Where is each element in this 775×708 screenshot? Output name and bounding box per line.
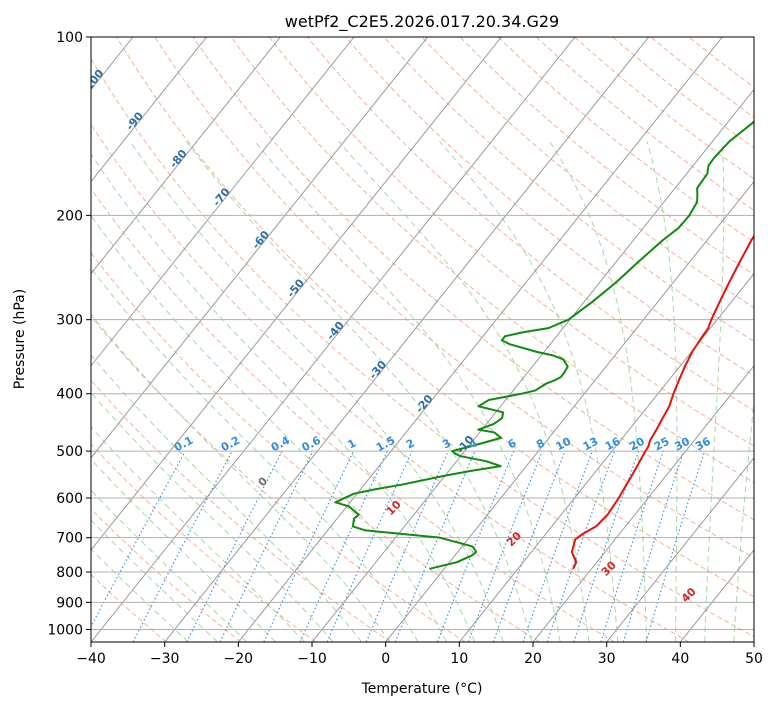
skewed-isotherms	[91, 37, 754, 642]
dry-adiabat-line	[116, 37, 754, 598]
temperature-profile-line	[570, 234, 754, 570]
dry-adiabat-line	[154, 37, 754, 559]
dry-adiabats	[91, 37, 754, 642]
y-tick-label: 500	[56, 444, 83, 460]
x-tick-label: 10	[450, 651, 468, 667]
isotherm-line	[311, 88, 754, 642]
mixing-ratio-line	[467, 450, 543, 642]
x-tick-label: −30	[150, 651, 180, 667]
mixing-ratio-line	[546, 450, 615, 642]
y-tick-label: 300	[56, 313, 83, 329]
y-tick-label: 200	[56, 208, 83, 224]
x-axis: −40 −30 −20 −10 0 10 20 30 40 50	[76, 642, 763, 667]
mixing-ratio-label: 30	[672, 435, 692, 454]
y-tick-label: 1000	[47, 622, 83, 638]
y-tick-label: 100	[56, 30, 83, 46]
mixing-ratio-label: 36	[693, 435, 713, 454]
mixing-ratio-line	[365, 450, 449, 642]
mixing-ratio-label: 20	[627, 435, 647, 454]
isotherm-line	[91, 37, 502, 551]
y-tick-label: 400	[56, 387, 83, 403]
dry-adiabat-line	[91, 123, 690, 642]
dry-adiabat-line	[91, 443, 316, 642]
x-tick-label: −10	[297, 651, 327, 667]
chart-title: wetPf2_C2E5.2026.017.20.34.G29	[285, 12, 559, 32]
y-axis: 100 200 300 400 500 600 700 800 900 1000	[47, 30, 91, 638]
isotherm-line	[164, 37, 650, 642]
x-tick-label: 30	[598, 651, 616, 667]
mixing-ratio-line	[326, 450, 413, 642]
x-tick-label: −40	[76, 651, 106, 667]
x-tick-label: −20	[224, 651, 254, 667]
isotherm-line	[385, 180, 754, 642]
mixing-ratio-label: 25	[652, 435, 672, 454]
isotherm-line	[91, 37, 576, 642]
dry-adiabat-line	[383, 37, 754, 342]
mixing-ratio-label: 10	[554, 435, 574, 454]
isotherm-line	[91, 37, 355, 367]
plot-area: -100-90-80-70-60-50-40-30-20-100.1 0.2 0.4…	[91, 37, 754, 642]
isotherm-line	[91, 37, 281, 275]
x-tick-label: 40	[671, 651, 689, 667]
isotherm-line	[237, 37, 723, 642]
isotherm-line	[532, 364, 754, 642]
mixing-ratio-label: 13	[581, 435, 601, 454]
mixing-ratio-line	[522, 450, 593, 642]
dry-adiabat-line	[91, 315, 466, 642]
plot-frame	[90, 36, 755, 643]
dry-adiabat-line	[91, 379, 391, 642]
y-tick-label: 800	[56, 565, 83, 581]
mixing-ratio-line	[436, 450, 515, 642]
mixing-ratio-label: 16	[603, 435, 623, 454]
mixing-ratio-line	[573, 450, 640, 642]
mixing-ratio-line	[600, 450, 664, 642]
dry-adiabat-line	[192, 37, 754, 521]
dry-adiabat-line	[91, 508, 242, 642]
isotherm-line	[91, 37, 208, 183]
isotherm-line	[91, 37, 429, 459]
y-axis-title: Pressure (hPa)	[12, 289, 28, 389]
x-axis-title: Temperature (°C)	[361, 681, 483, 697]
dewpoint-profile-line	[334, 120, 754, 570]
dry-adiabat-line	[268, 37, 754, 447]
y-tick-label: 900	[56, 595, 83, 611]
mixing-ratio-line	[492, 450, 566, 642]
isotherm-line	[606, 457, 754, 642]
dry-adiabat-line	[91, 251, 541, 642]
sounding-series	[334, 120, 754, 570]
pressure-gridlines	[91, 37, 754, 630]
y-tick-label: 600	[56, 491, 83, 507]
dry-adiabat-line	[91, 188, 615, 642]
y-tick-label: 700	[56, 531, 83, 547]
mixing-ratio-line	[186, 450, 283, 642]
mixing-ratio-line	[91, 450, 186, 628]
x-tick-label: 50	[745, 651, 763, 667]
x-tick-label: 0	[381, 651, 390, 667]
dry-adiabat-line	[421, 37, 754, 309]
mixing-ratio-lines	[91, 450, 706, 642]
x-tick-label: 20	[524, 651, 542, 667]
mixing-ratio-line	[622, 450, 685, 642]
